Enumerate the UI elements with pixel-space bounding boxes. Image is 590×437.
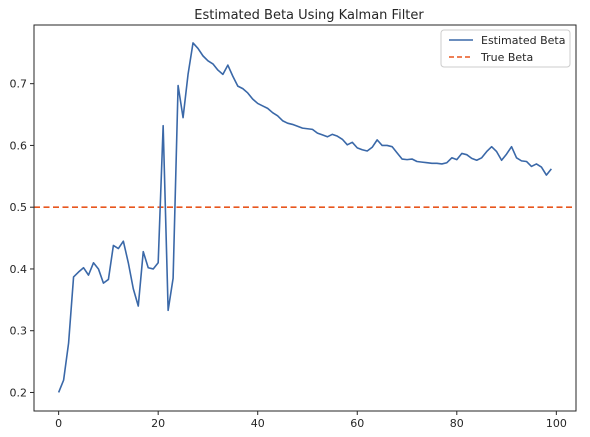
x-tick-label: 0 bbox=[55, 417, 62, 430]
axes-frame bbox=[33, 24, 577, 412]
axis-ticks: 0 20 40 60 80 100 0.2 0.3 0.4 0.5 0.6 0.7 bbox=[10, 78, 567, 430]
y-tick-label: 0.3 bbox=[10, 325, 28, 338]
y-tick-label: 0.7 bbox=[10, 78, 28, 91]
y-tick-label: 0.6 bbox=[10, 139, 28, 152]
x-tick-label: 60 bbox=[350, 417, 364, 430]
plot-area bbox=[34, 42, 576, 393]
x-tick-label: 100 bbox=[546, 417, 567, 430]
x-tick-label: 20 bbox=[151, 417, 165, 430]
legend: Estimated Beta True Beta bbox=[440, 29, 571, 68]
estimated-beta-line bbox=[57, 42, 552, 393]
x-tick-label: 40 bbox=[251, 417, 265, 430]
x-tick-label: 80 bbox=[450, 417, 464, 430]
legend-estimated-beta-label: Estimated Beta bbox=[481, 34, 565, 47]
legend-true-beta-label: True Beta bbox=[480, 51, 533, 64]
legend-box bbox=[440, 29, 571, 68]
y-tick-label: 0.5 bbox=[10, 201, 28, 214]
y-tick-label: 0.2 bbox=[10, 386, 28, 399]
chart-title: Estimated Beta Using Kalman Filter bbox=[194, 8, 424, 23]
y-tick-label: 0.4 bbox=[10, 263, 28, 276]
